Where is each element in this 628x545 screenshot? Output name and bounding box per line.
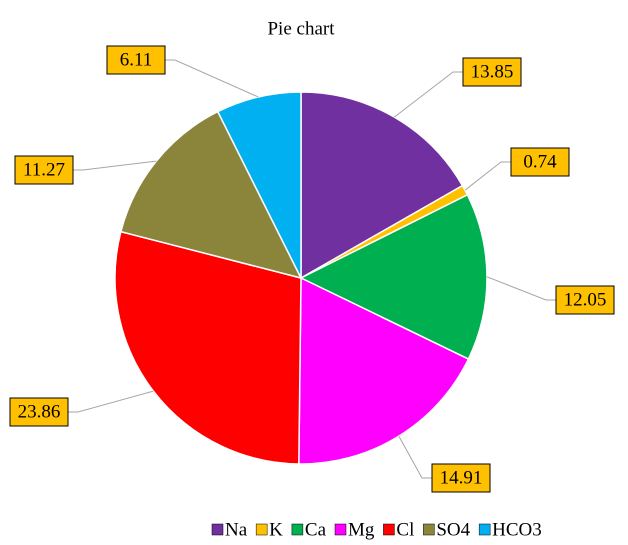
legend-swatch [255,523,268,536]
data-label-box [9,397,69,427]
pie-slice [299,193,488,361]
data-label: 11.27 [23,159,65,180]
data-label: 0.74 [523,151,557,172]
data-label-box [106,45,166,75]
legend-swatch [383,523,395,536]
leader-line [165,59,259,98]
chart-title: Pie chart [267,18,335,39]
data-label: 6.11 [120,49,153,70]
data-label-box [462,57,522,87]
leader-line [486,276,556,301]
data-label-box [510,147,570,177]
data-label: 12.05 [564,289,607,310]
legend-swatch [291,523,304,536]
data-label-box [431,463,491,493]
legend-label: HCO3 [492,519,542,540]
legend-label: SO4 [436,519,470,540]
leader-line [394,71,463,118]
pie-slice [298,276,470,465]
legend-swatch [334,523,347,536]
legend-label: Mg [348,519,375,540]
legend-label: Na [225,519,248,540]
legend-swatch [478,523,491,536]
data-label: 23.86 [18,401,61,422]
legend-label: Cl [396,519,414,540]
legend-swatch [423,523,435,536]
leader-line [73,160,157,171]
legend-label: Ca [305,519,327,540]
leader-line [68,390,154,413]
legend-swatch [211,523,224,536]
data-label-box [555,285,615,315]
leader-line [398,435,432,479]
leader-line [464,161,511,191]
pie-slice [300,91,464,280]
data-label: 13.85 [471,61,514,82]
legend-label: K [269,519,283,540]
data-label: 14.91 [440,467,483,488]
data-label-box [14,155,74,185]
